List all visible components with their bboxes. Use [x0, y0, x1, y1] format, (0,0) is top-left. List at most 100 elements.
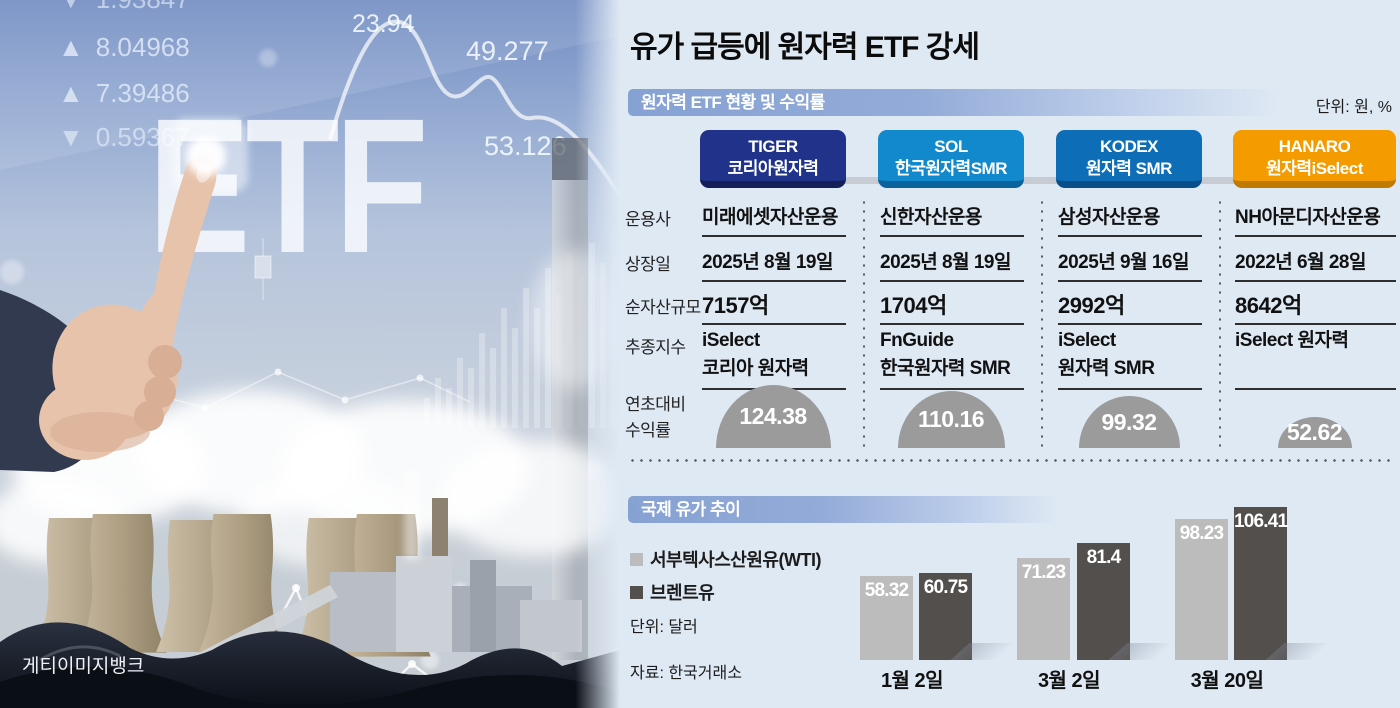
row-label-ytd-line2: 수익률 [625, 421, 671, 440]
cell-listing-date: 2025년 8월 19일 [880, 245, 1024, 282]
quote-value: 49.277 [466, 36, 549, 66]
row-label-listing: 상장일 [625, 255, 671, 274]
tab-line2: 원자력 SMR [1086, 159, 1172, 178]
ticker-row: ▲ 8.04968 [58, 32, 190, 62]
row-label-ytd-line1: 연초대비 [625, 395, 686, 414]
tab-line1: HANARO [1278, 137, 1351, 156]
row-label-index: 추종지수 [625, 338, 686, 357]
cell-listing-date: 2025년 8월 19일 [702, 245, 846, 282]
cell-index: iSelect 원자력 SMR [1058, 327, 1202, 390]
pointing-hand [0, 136, 226, 472]
image-credit: 게티이미지뱅크 [22, 655, 144, 677]
cell-index: iSelect 코리아 원자력 [702, 327, 846, 390]
bar-value: 98.23 [1179, 523, 1224, 544]
ytd-return-dome: 52.62 [1277, 417, 1352, 448]
cell-aum: 2992억 [1058, 287, 1202, 325]
tab-line2: 한국원자력SMR [895, 159, 1007, 178]
section-divider [628, 459, 1394, 462]
ticker-board: ▼1.93847 ▲8.04968 ▲7.39486 ▼0.59367 [58, 0, 190, 152]
ytd-dome-wrap: 52.62 [1233, 384, 1396, 448]
edge-fade [575, 0, 620, 708]
legend-wti: 서부텍사스산원유(WTI) [630, 546, 821, 572]
ytd-return-dome: 110.16 [897, 391, 1005, 448]
cell-index: FnGuide 한국원자력 SMR [880, 327, 1024, 390]
etf-section-bar: 원자력 ETF 현황 및 수익률 [628, 89, 1278, 116]
index-line1: iSelect [702, 330, 760, 351]
row-label-ytd: 연초대비 수익률 [625, 392, 686, 444]
cell-manager: 삼성자산운용 [1058, 200, 1202, 237]
coal-piles [0, 622, 620, 708]
index-line2: 한국원자력 SMR [880, 358, 1011, 379]
oil-price-chart: 58.32 60.75 71.23 81.4 98.23 106.41 1월 2… [850, 480, 1400, 692]
bar-value: 81.4 [1086, 547, 1122, 568]
page-title: 유가 급등에 원자력 ETF 강세 [630, 31, 980, 64]
tab-line2: 원자력iSelect [1266, 159, 1363, 178]
cell-aum: 8642억 [1235, 287, 1396, 325]
infographic-panel: 유가 급등에 원자력 ETF 강세 원자력 ETF 현황 및 수익률 단위: 원… [620, 0, 1400, 708]
legend-label: 브렌트유 [650, 583, 715, 603]
x-axis-label: 3월 20일 [1190, 670, 1264, 692]
cell-aum: 1704억 [880, 287, 1024, 325]
oil-section-bar: 국제 유가 추이 [628, 496, 1058, 523]
bar-brent-mar20: 106.41 [1234, 507, 1288, 660]
bar-value: 60.75 [923, 577, 968, 598]
ytd-return-dome: 124.38 [715, 385, 831, 448]
etf-tab-sol: SOL 한국원자력SMR [878, 130, 1024, 188]
bar-value: 71.23 [1021, 562, 1066, 583]
light-beam [0, 0, 620, 170]
ytd-dome-wrap: 124.38 [700, 384, 846, 448]
source-label: 자료: 한국거래소 [630, 665, 742, 682]
etf-tab-kodex: KODEX 원자력 SMR [1056, 130, 1202, 188]
cell-manager: 미래에셋자산운용 [702, 200, 846, 237]
index-line1: iSelect [1058, 330, 1116, 351]
ticker-row: ▼1.93847 [58, 0, 190, 14]
bar-wti-jan2: 58.32 [860, 576, 913, 660]
x-axis-label: 1월 2일 [880, 670, 944, 692]
wti-swatch [630, 552, 643, 566]
etf-unit-label: 단위: 원, % [1315, 99, 1392, 116]
oil-unit-label: 단위: 달러 [630, 619, 698, 636]
bar-wti-mar20: 98.23 [1175, 519, 1228, 660]
etf-section-title: 원자력 ETF 현황 및 수익률 [641, 93, 825, 112]
x-axis-label: 3월 2일 [1037, 670, 1101, 692]
legend-label: 서부텍사스산원유(WTI) [650, 550, 821, 570]
column-separator [1219, 198, 1221, 450]
cell-aum: 7157억 [702, 287, 846, 325]
legend-brent: 브렌트유 [630, 579, 715, 605]
cell-listing-date: 2025년 9월 16일 [1058, 245, 1202, 282]
row-label-aum: 순자산규모 [625, 298, 701, 317]
cell-manager: 신한자산운용 [880, 200, 1024, 237]
row-label-manager: 운용사 [625, 210, 671, 229]
ticker-row: ▲ 7.39486 [58, 78, 190, 108]
ytd-dome-wrap: 99.32 [1056, 384, 1202, 448]
ytd-dome-wrap: 110.16 [878, 384, 1024, 448]
tab-line1: KODEX [1100, 137, 1158, 156]
tab-strip [700, 177, 1396, 184]
tab-line2: 코리아원자력 [727, 159, 819, 178]
cell-manager: NH아문디자산운용 [1235, 200, 1396, 237]
tab-line1: TIGER [748, 137, 798, 156]
column-separator [1041, 198, 1043, 450]
bar-wti-mar2: 71.23 [1017, 558, 1070, 660]
column-separator [863, 198, 865, 450]
index-line1: iSelect 원자력 [1235, 330, 1349, 351]
cell-index: iSelect 원자력 [1235, 327, 1396, 390]
bar-brent-jan2: 60.75 [919, 573, 972, 660]
brent-swatch [630, 585, 643, 599]
ytd-return-dome: 99.32 [1078, 396, 1180, 448]
etf-tab-tiger: TIGER 코리아원자력 [700, 130, 846, 188]
photo-illustration: ▼1.93847 ▲8.04968 ▲7.39486 ▼0.59367 23.9… [0, 0, 620, 708]
oil-section-title: 국제 유가 추이 [641, 500, 741, 519]
bar-brent-mar2: 81.4 [1077, 543, 1130, 660]
index-line2: 코리아 원자력 [702, 358, 809, 379]
bar-value: 58.32 [864, 580, 909, 601]
bar-value: 106.41 [1234, 511, 1288, 532]
index-line1: FnGuide [880, 330, 954, 351]
etf-tab-hanaro: HANARO 원자력iSelect [1233, 130, 1396, 188]
trend-curve [328, 19, 620, 198]
index-line2: 원자력 SMR [1058, 358, 1155, 379]
cell-listing-date: 2022년 6월 28일 [1235, 245, 1396, 282]
tab-line1: SOL [934, 137, 968, 156]
photo-nuclear-plant: ▼1.93847 ▲8.04968 ▲7.39486 ▼0.59367 23.9… [0, 0, 620, 708]
